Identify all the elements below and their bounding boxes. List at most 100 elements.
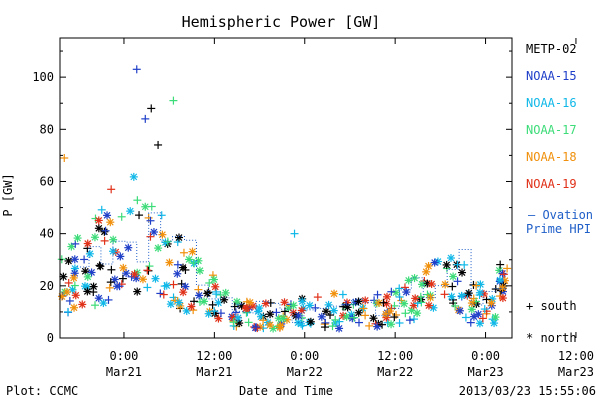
data-point <box>57 292 66 301</box>
y-axis-ticks: 0 20 40 60 80 100 <box>32 50 512 345</box>
data-point <box>320 323 329 332</box>
ovation-label-line1: — Ovation <box>528 208 593 222</box>
data-point <box>138 275 147 284</box>
data-point <box>290 229 299 238</box>
data-point <box>373 322 382 331</box>
data-point <box>221 288 230 297</box>
data-point <box>496 260 505 269</box>
data-point <box>457 291 466 300</box>
data-point <box>146 232 155 241</box>
ovation-label-line2: Prime HPI <box>526 222 591 236</box>
x-tick-time: 0:00 <box>290 349 319 363</box>
data-point <box>324 300 333 309</box>
x-axis-ticks: 0:00 Mar21 12:00 Mar21 0:00 Mar22 12:00 Mar22 0:… <box>106 38 594 379</box>
data-point <box>297 313 306 322</box>
data-point <box>117 212 126 221</box>
data-point <box>317 312 326 321</box>
data-point <box>94 224 103 233</box>
data-point <box>208 300 217 309</box>
data-point <box>446 254 455 263</box>
data-point <box>119 263 128 272</box>
y-tick-label: 100 <box>32 70 54 84</box>
data-point <box>118 274 127 283</box>
data-point <box>498 283 507 292</box>
data-point <box>311 303 320 312</box>
data-point <box>467 299 476 308</box>
data-point <box>369 314 378 323</box>
legend-entry: NOAA-18 <box>526 150 577 164</box>
data-point <box>209 275 218 284</box>
data-point <box>104 295 113 304</box>
data-point <box>395 318 404 327</box>
data-point <box>106 278 115 287</box>
data-point <box>478 314 487 323</box>
data-point <box>232 297 241 306</box>
data-point <box>151 274 160 283</box>
data-point <box>99 299 108 308</box>
data-point <box>442 260 451 269</box>
data-point <box>60 154 69 162</box>
data-point <box>94 216 103 225</box>
data-point <box>110 275 119 284</box>
data-point <box>475 319 484 328</box>
data-point <box>157 211 166 220</box>
data-point <box>71 291 80 300</box>
x-tick-date: Mar21 <box>196 365 232 379</box>
data-point <box>490 319 499 328</box>
data-point <box>141 114 150 123</box>
data-point <box>498 269 507 278</box>
data-point <box>387 320 396 329</box>
data-point <box>426 293 435 302</box>
data-point <box>69 273 78 282</box>
data-point <box>411 294 420 303</box>
data-point <box>244 318 253 327</box>
data-point <box>212 290 221 299</box>
data-point <box>189 306 198 315</box>
data-point <box>63 307 72 316</box>
data-point <box>410 315 419 324</box>
data-point <box>83 239 92 248</box>
data-point <box>73 234 82 243</box>
data-point <box>169 96 178 105</box>
data-point <box>373 290 382 299</box>
data-point <box>107 185 116 194</box>
data-point <box>116 252 125 261</box>
data-point <box>402 288 411 297</box>
data-point <box>390 313 399 322</box>
data-point <box>143 266 152 275</box>
data-point <box>90 233 99 242</box>
x-tick-date: Mar23 <box>467 365 503 379</box>
data-point <box>195 291 204 300</box>
data-point <box>159 290 168 299</box>
y-tick-label: 60 <box>40 174 54 188</box>
data-point <box>326 311 335 320</box>
data-point <box>417 298 426 307</box>
data-point <box>413 309 422 318</box>
data-point <box>214 298 223 307</box>
data-point <box>455 306 464 315</box>
data-point <box>91 214 100 223</box>
data-point <box>126 207 135 216</box>
data-point <box>378 320 387 329</box>
data-point <box>175 298 184 307</box>
data-point <box>252 322 261 331</box>
data-point <box>154 244 163 253</box>
marker-key-north: * north <box>526 331 577 345</box>
data-point <box>361 296 370 305</box>
data-point <box>458 268 467 277</box>
x-tick-date: Mar21 <box>106 365 142 379</box>
data-point <box>135 211 144 220</box>
data-point <box>359 304 368 313</box>
data-point <box>331 315 340 324</box>
data-point <box>298 321 307 330</box>
data-point <box>78 300 87 309</box>
data-point <box>503 264 512 273</box>
data-point <box>480 305 489 314</box>
data-point <box>132 65 141 74</box>
data-point <box>246 298 255 307</box>
data-point <box>350 313 359 322</box>
data-point <box>498 294 507 303</box>
data-point <box>451 301 460 310</box>
data-point <box>133 287 142 296</box>
data-point <box>440 290 449 299</box>
